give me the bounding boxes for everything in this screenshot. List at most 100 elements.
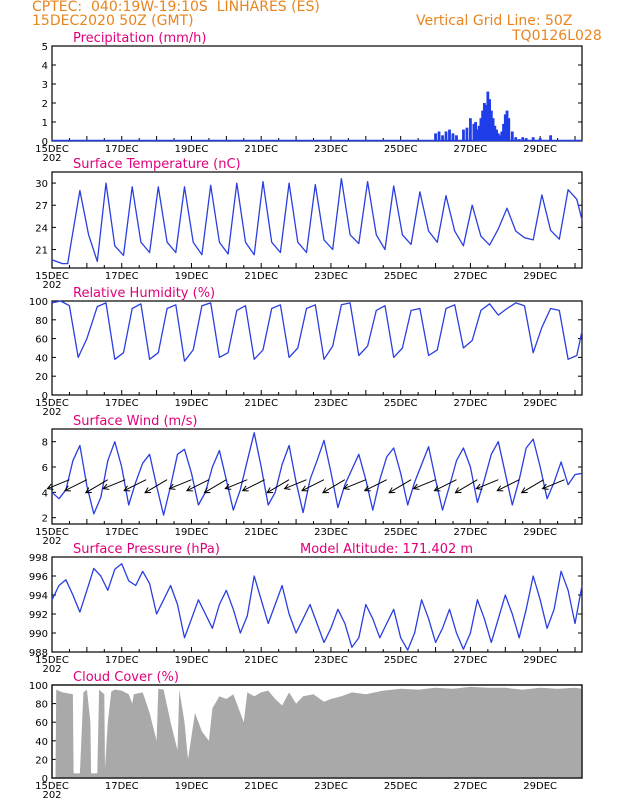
wind-xtick-label: 19DEC bbox=[175, 527, 209, 538]
temp-ytick-label: 27 bbox=[35, 201, 48, 212]
precip-bar bbox=[437, 131, 441, 141]
wind-arrow bbox=[542, 479, 565, 490]
wind-arrow-head bbox=[520, 487, 528, 494]
pres-xtick-label: 19DEC bbox=[175, 655, 209, 666]
precip-xtick-label: 23DEC bbox=[314, 144, 348, 155]
rh-ytick-label: 40 bbox=[35, 353, 48, 364]
precip-bar bbox=[496, 133, 500, 141]
wind-arrow bbox=[242, 479, 265, 492]
pres-ytick-label: 996 bbox=[29, 572, 48, 583]
cloud-panel: Cloud Cover (%) 0 20 40 60 80 100 15DEC 17DEC 19D… bbox=[29, 670, 583, 800]
precip-bar bbox=[505, 110, 509, 141]
pres-xtick-label: 25DEC bbox=[384, 655, 418, 666]
precip-bar bbox=[482, 103, 486, 141]
pres-panel: Surface Pressure (hPa) Model Altitude: 17… bbox=[29, 542, 583, 675]
cloud-ytick-label: 20 bbox=[35, 755, 48, 766]
rh-xtick-label: 23DEC bbox=[314, 398, 348, 409]
cloud-ytick-label: 40 bbox=[35, 737, 48, 748]
wind-xtick-label: 17DEC bbox=[105, 527, 139, 538]
wind-xtick-label: 23DEC bbox=[314, 527, 348, 538]
wind-arrow bbox=[364, 479, 387, 492]
precip-bar bbox=[472, 123, 476, 141]
precip-xtick-label: 27DEC bbox=[454, 144, 488, 155]
temp-panel: Surface Temperature (nC) 21 24 27 30 15DEC 17D… bbox=[35, 157, 583, 291]
precip-bar bbox=[502, 123, 505, 141]
rh-ytick-label: 60 bbox=[35, 335, 48, 346]
precip-bar bbox=[465, 127, 469, 141]
precip-xtick-label: 25DEC bbox=[384, 144, 418, 155]
wind-arrow-head bbox=[241, 485, 249, 492]
wind-arrow bbox=[64, 479, 88, 492]
pres-subtitle: Model Altitude: 171.402 m bbox=[300, 542, 473, 557]
wind-arrow bbox=[301, 479, 325, 492]
cloud-xtick-label: 21DEC bbox=[244, 781, 278, 792]
temp-ytick-label: 30 bbox=[35, 179, 48, 190]
wind-xtick-label: 29DEC bbox=[523, 527, 557, 538]
wind-arrow-head bbox=[301, 485, 308, 492]
temp-xtick-label: 23DEC bbox=[314, 271, 348, 282]
precip-bar bbox=[455, 135, 458, 141]
wind-ytick-label: 4 bbox=[42, 488, 48, 499]
precip-bar bbox=[441, 135, 444, 141]
wind-arrow-head bbox=[342, 483, 350, 490]
rh-title: Relative Humidity (%) bbox=[73, 286, 215, 301]
precip-xtick-label: 15DEC bbox=[35, 144, 69, 155]
wind-title: Surface Wind (m/s) bbox=[73, 414, 197, 429]
wind-arrow-head bbox=[496, 485, 504, 492]
cloud-title: Cloud Cover (%) bbox=[73, 670, 179, 685]
wind-ytick-label: 6 bbox=[42, 463, 48, 474]
precip-bar bbox=[521, 137, 525, 141]
wind-arrow-head bbox=[46, 483, 54, 490]
cloud-ytick-label: 60 bbox=[35, 718, 48, 729]
pres-ytick-label: 988 bbox=[29, 648, 48, 659]
wind-arrow bbox=[186, 479, 210, 492]
wind-arrow-head bbox=[475, 483, 483, 490]
rh-ytick-label: 80 bbox=[35, 316, 48, 327]
wind-xtick-label: 25DEC bbox=[384, 527, 418, 538]
wind-arrow bbox=[322, 479, 346, 494]
precip-bar bbox=[500, 131, 504, 141]
temp-xtick-label: 29DEC bbox=[523, 271, 557, 282]
temp-xtick-label: 21DEC bbox=[244, 271, 278, 282]
precip-bar bbox=[488, 99, 491, 141]
temp-year-cutoff-label: 202 bbox=[42, 280, 61, 291]
wind-frame bbox=[51, 428, 583, 525]
cloud-area-fill bbox=[52, 686, 582, 778]
wind-arrow bbox=[497, 479, 520, 492]
pres-ytick-label: 990 bbox=[29, 629, 48, 640]
wind-arrow bbox=[455, 479, 478, 494]
wind-arrow-head bbox=[102, 483, 110, 490]
pres-xtick-label: 23DEC bbox=[314, 655, 348, 666]
pres-frame bbox=[51, 556, 583, 653]
wind-series-line bbox=[51, 432, 583, 516]
temp-series-line bbox=[51, 177, 583, 265]
pres-xtick-label: 15DEC bbox=[35, 655, 69, 666]
precip-bar bbox=[491, 118, 495, 141]
wind-arrow-head bbox=[283, 483, 291, 490]
precip-bar bbox=[489, 110, 493, 141]
temp-xtick-label: 15DEC bbox=[35, 271, 69, 282]
precip-xtick-label: 29DEC bbox=[523, 144, 557, 155]
header-left-line1: CPTEC: 040:19W-19:10S LINHARES (ES) bbox=[32, 0, 320, 15]
pres-xtick-label: 27DEC bbox=[454, 655, 488, 666]
temp-xtick-label: 19DEC bbox=[175, 271, 209, 282]
precip-ytick-label: 5 bbox=[42, 42, 48, 53]
wind-arrow bbox=[123, 479, 147, 492]
wind-arrow-head bbox=[363, 485, 371, 492]
precip-bar bbox=[538, 138, 542, 141]
precip-ytick-label: 2 bbox=[42, 99, 48, 110]
rh-xtick-label: 25DEC bbox=[384, 398, 418, 409]
wind-panel: Surface Wind (m/s) 2 4 6 8 15DEC 17DEC 19DEC 21D… bbox=[35, 414, 583, 547]
wind-arrow bbox=[343, 479, 367, 490]
wind-arrow bbox=[225, 479, 248, 490]
precip-bar bbox=[493, 125, 497, 141]
wind-arrow bbox=[85, 479, 109, 494]
precip-xtick-label: 17DEC bbox=[105, 144, 139, 155]
wind-year-cutoff-label: 202 bbox=[42, 536, 61, 547]
precip-bar bbox=[444, 131, 448, 141]
precip-bar bbox=[434, 133, 437, 141]
wind-arrow-head bbox=[203, 487, 211, 494]
precip-bar bbox=[510, 131, 514, 141]
precip-bar bbox=[462, 129, 465, 141]
wind-arrow-head bbox=[541, 483, 549, 490]
